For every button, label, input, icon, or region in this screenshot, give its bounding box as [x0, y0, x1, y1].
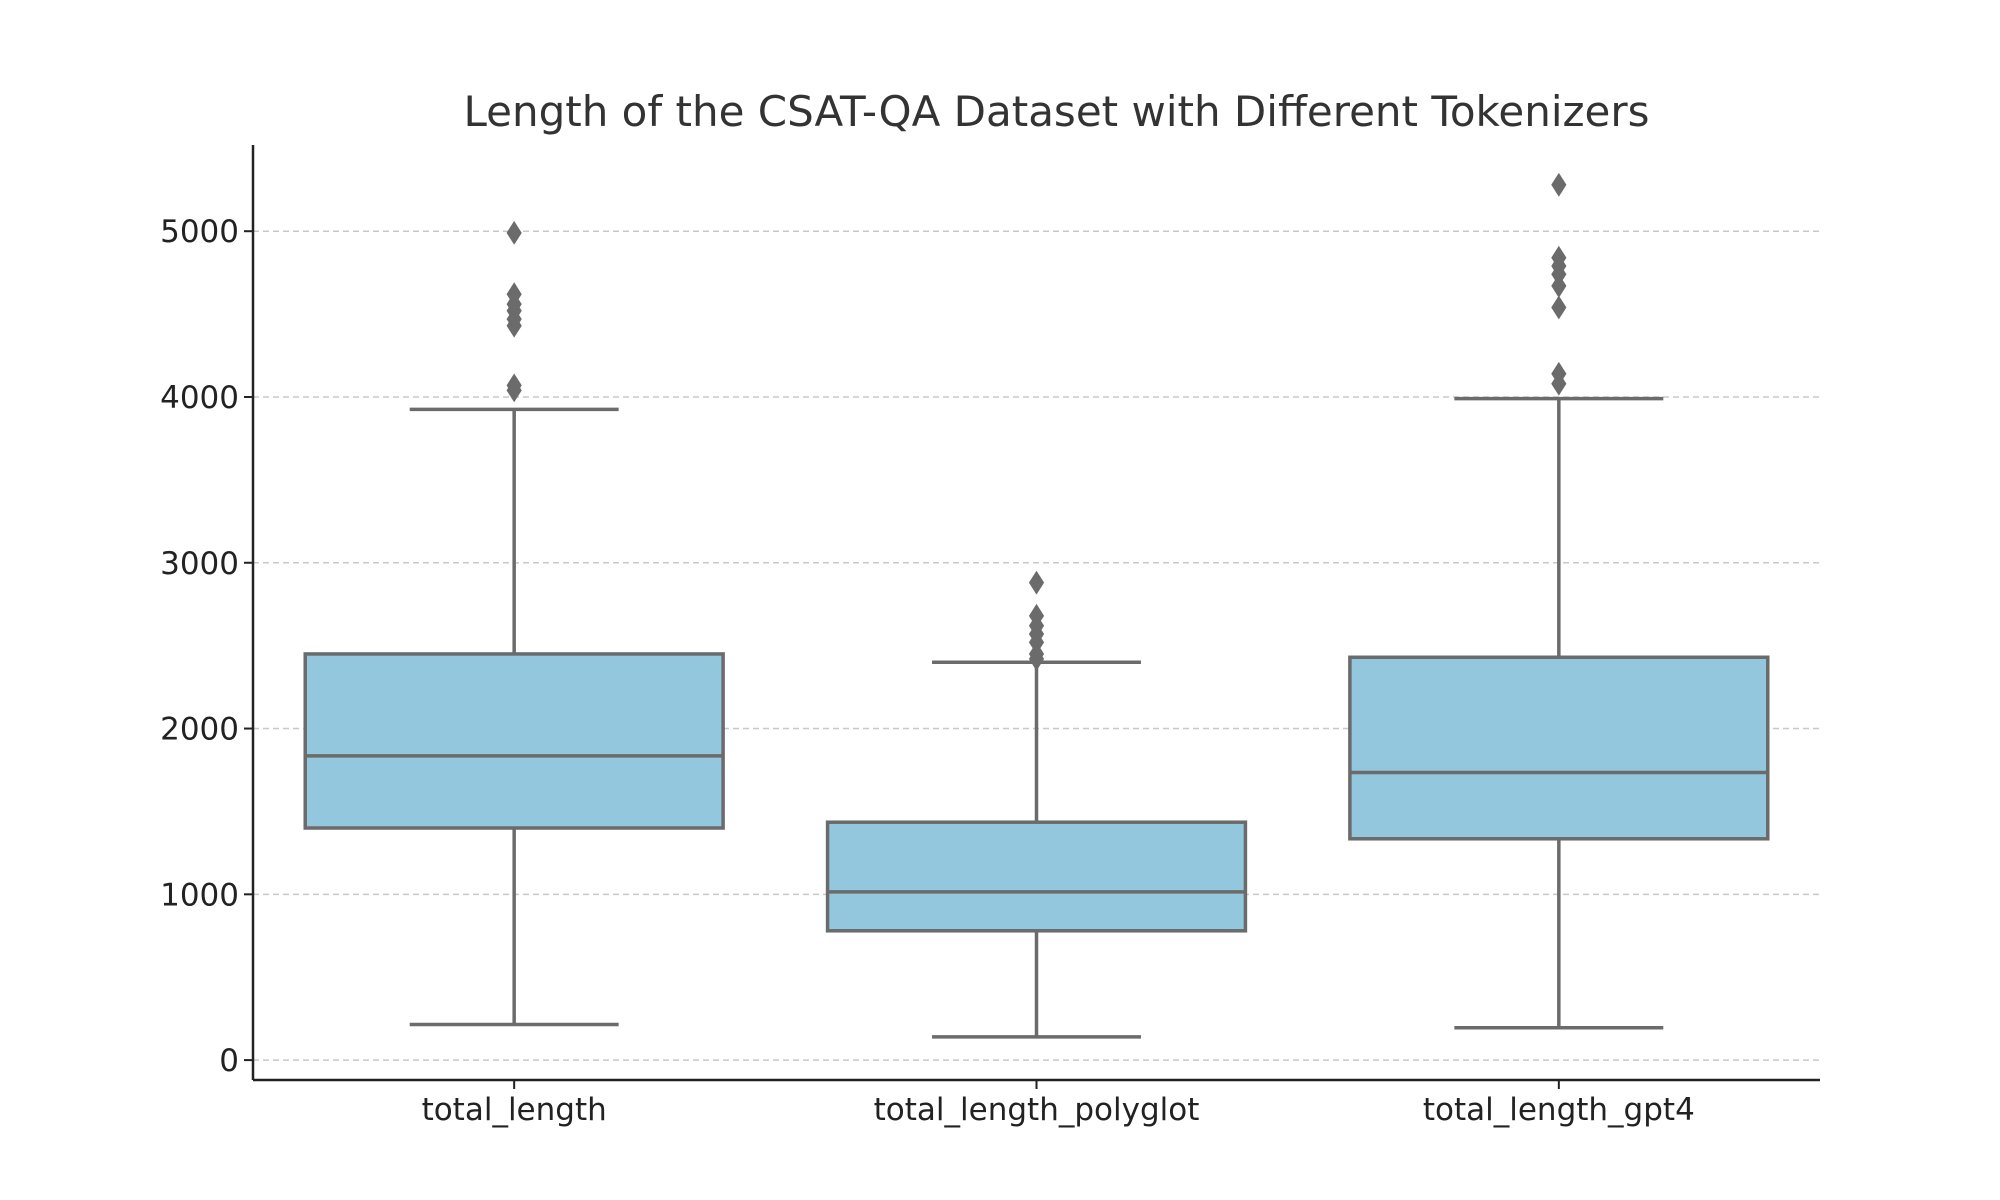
outlier-point: [1028, 603, 1045, 628]
outlier-point: [1551, 172, 1567, 197]
outlier-point: [1551, 295, 1567, 320]
y-tick-label: 1000: [160, 877, 239, 913]
x-tick-label: total_length: [422, 1092, 607, 1128]
y-tick-label: 0: [219, 1043, 239, 1079]
box-layer: [303, 172, 1770, 1039]
iqr-box: [1348, 655, 1770, 841]
outlier-point: [1028, 570, 1045, 595]
iqr-box: [303, 652, 725, 830]
box-group-total_length_polyglot: [825, 570, 1248, 1039]
y-tick-label: 3000: [160, 546, 239, 582]
box-group-total_length: [303, 220, 725, 1027]
y-tick-label: 2000: [160, 712, 239, 748]
x-tick-label: total_length_gpt4: [1423, 1092, 1695, 1128]
y-tick-label: 4000: [160, 380, 239, 416]
outlier-point: [1551, 245, 1567, 270]
box-group-total_length_gpt4: [1348, 172, 1770, 1030]
outlier-point: [506, 373, 522, 398]
tick-layer: 0 1000 2000 3000 4000 5000 total_length total_l…: [160, 214, 1695, 1128]
iqr-box: [825, 820, 1248, 933]
x-tick-label: total_length_polyglot: [874, 1092, 1200, 1128]
chart-title: Length of the CSAT-QA Dataset with Diffe…: [463, 87, 1649, 136]
outlier-point: [506, 282, 522, 307]
y-tick-label: 5000: [160, 214, 239, 250]
outlier-point: [506, 220, 522, 245]
outlier-point: [1551, 361, 1567, 386]
